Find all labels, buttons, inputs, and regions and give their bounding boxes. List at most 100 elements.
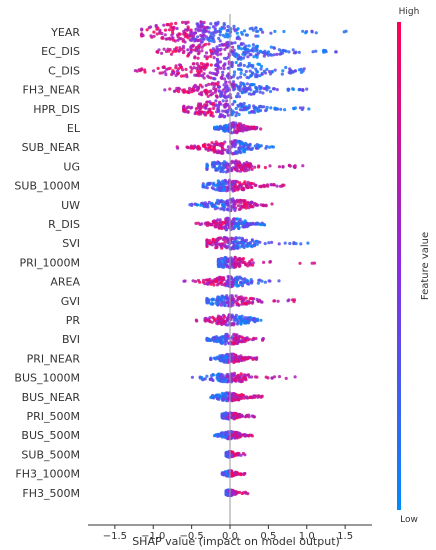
shap-point [233,100,237,104]
shap-point [254,26,258,30]
shap-point [202,72,206,76]
shap-point [199,33,203,38]
shap-point [248,162,252,166]
shap-point [205,374,209,378]
shap-point [254,239,258,243]
shap-point [212,106,216,110]
shap-point [253,165,257,169]
shap-point [293,375,297,379]
shap-point [232,491,236,495]
feature-label-sub_500m: SUB_500M [21,448,80,461]
shap-point [211,280,215,285]
shap-point [294,242,298,246]
shap-point [256,70,260,74]
shap-point [249,181,254,185]
shap-point [248,69,252,73]
shap-point [218,39,222,43]
shap-point [223,105,227,109]
shap-point [232,243,236,247]
feature-labels: YEAR EC_DIS C_DIS FH3_NEAR HPR_DIS EL SUB_NEAR… [14,26,80,500]
shap-point [219,379,223,383]
shap-point [149,25,153,29]
shap-point [182,279,186,283]
shap-point [269,183,273,187]
shap-point [270,202,274,206]
shap-point [233,207,237,211]
shap-point [233,246,237,250]
shap-point [141,33,145,38]
shap-point [234,222,238,226]
shap-point [253,144,257,148]
shap-point [186,110,190,114]
shap-point [155,50,159,54]
shap-point [219,374,223,378]
shap-point [287,163,291,168]
shap-point [190,375,194,379]
colorbar-high-label: High [399,7,420,17]
shap-point [236,414,240,419]
shap-point [270,69,274,74]
shap-point [254,394,258,398]
shap-point [240,393,244,397]
shap-point [219,431,223,435]
shap-point [135,69,139,73]
shap-point [230,474,234,478]
shap-point [240,147,244,151]
shap-point [259,223,263,227]
shap-point [214,103,218,107]
shap-point [256,34,260,38]
shap-point [208,146,212,150]
beeswarm-row-ug [205,159,305,174]
shap-point [236,356,240,360]
shap-point [268,164,272,168]
shap-point [241,299,245,303]
shap-point [219,169,223,173]
shap-point [212,101,216,106]
shap-point [222,67,226,71]
shap-point [202,33,206,37]
shap-point [262,86,266,91]
shap-point [214,23,218,27]
shap-point [203,103,207,107]
shap-point [196,86,200,90]
shap-point [189,70,193,74]
shap-point [177,86,181,90]
shap-point [234,236,238,240]
shap-point [240,335,244,339]
beeswarm-row-year [140,20,348,44]
shap-point [171,50,175,54]
shap-point [222,83,226,87]
shap-point [198,107,202,111]
shap-point [176,35,180,39]
shap-point [243,336,247,340]
shap-point [215,95,219,99]
shap-point [219,264,223,268]
shap-point [217,433,221,438]
shap-point [231,240,235,245]
shap-point [184,32,188,36]
shap-point [256,109,260,113]
shap-point [240,199,244,203]
shap-point [231,296,235,300]
shap-point [234,106,238,111]
colorbar-title: Feature value [420,232,431,300]
shap-point [216,179,220,183]
beeswarm-row-bus_1000m [190,371,297,384]
shap-point [201,280,205,284]
shap-point [238,162,242,166]
shap-point [203,377,207,381]
shap-point [226,218,230,222]
shap-point [222,379,226,383]
shap-point [240,302,244,306]
shap-point [209,35,213,40]
shap-point [224,431,228,435]
shap-point [241,339,245,343]
shap-point [239,396,243,400]
shap-point [221,70,225,74]
shap-point [251,28,255,32]
shap-point [234,294,238,298]
shap-point [220,148,224,153]
feature-label-svi: SVI [62,237,80,250]
shap-point [211,337,216,341]
shap-point [196,221,200,225]
